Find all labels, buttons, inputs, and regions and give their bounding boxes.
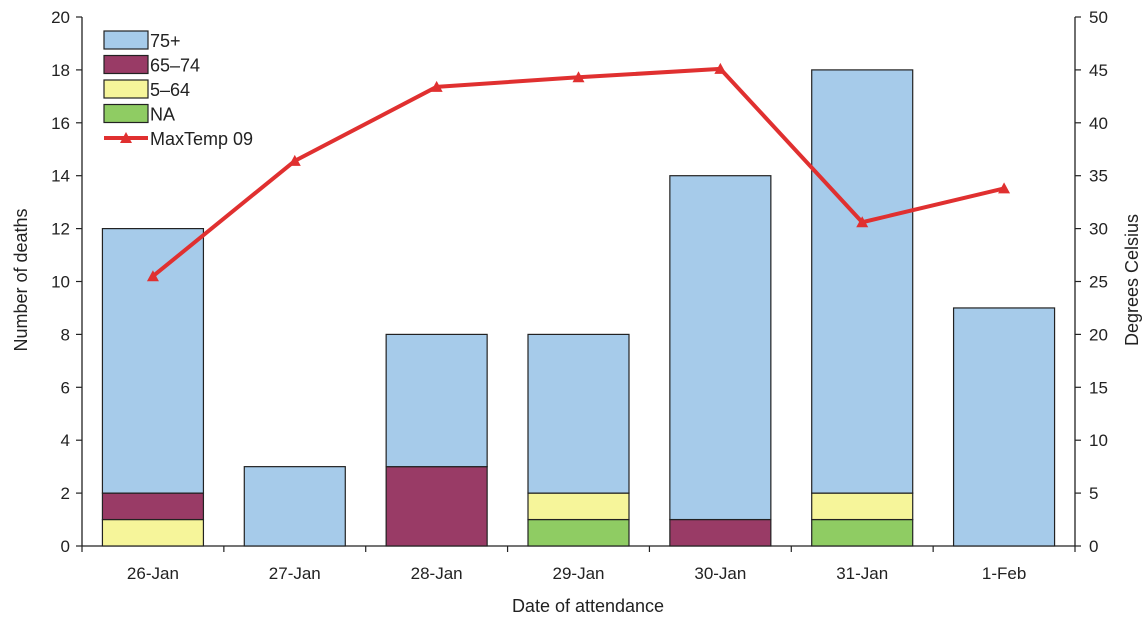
- y-tick-label: 4: [61, 431, 70, 450]
- y2-tick-label: 10: [1089, 431, 1108, 450]
- bar-segment: [101, 492, 205, 521]
- x-tick-label: 27-Jan: [269, 564, 321, 583]
- y2-tick-label: 30: [1089, 220, 1108, 239]
- legend-label: 5–64: [150, 80, 190, 100]
- bar-segment: [385, 333, 488, 468]
- bar-segment: [952, 307, 1056, 547]
- temperature-marker: [288, 154, 301, 166]
- temperature-marker: [856, 216, 869, 228]
- y2-tick-label: 40: [1089, 114, 1108, 133]
- bar-segment: [811, 69, 914, 494]
- y2-tick-label: 15: [1089, 378, 1108, 397]
- y-tick-label: 0: [61, 537, 70, 556]
- x-tick-label: 28-Jan: [411, 564, 463, 583]
- bar-segment: [527, 518, 630, 547]
- y-tick-label: 12: [51, 220, 70, 239]
- bar-segment: [243, 466, 346, 547]
- x-tick-label: 30-Jan: [694, 564, 746, 583]
- x-tick-label: 26-Jan: [127, 564, 179, 583]
- legend-label: NA: [150, 105, 175, 125]
- y2-tick-label: 25: [1089, 273, 1108, 292]
- bar-segment: [669, 175, 772, 521]
- legend-line-marker: [120, 132, 132, 143]
- y2-tick-label: 0: [1089, 537, 1098, 556]
- temperature-marker: [998, 182, 1011, 194]
- bar-segment: [527, 492, 630, 521]
- y-tick-label: 18: [51, 61, 70, 80]
- y2-tick-label: 5: [1089, 484, 1098, 503]
- x-tick-label: 29-Jan: [553, 564, 605, 583]
- y2-tick-label: 50: [1089, 8, 1108, 27]
- x-axis-title: Date of attendance: [512, 596, 664, 616]
- legend-swatch: [103, 30, 149, 50]
- y2-tick-label: 35: [1089, 167, 1108, 186]
- legend-label: 75+: [150, 31, 181, 51]
- bar-segment: [669, 518, 772, 547]
- bar-segment: [385, 466, 488, 547]
- temperature-marker: [714, 62, 727, 74]
- y2-tick-label: 45: [1089, 61, 1108, 80]
- temperature-marker: [146, 270, 159, 282]
- y-tick-label: 8: [61, 325, 70, 344]
- y2-tick-label: 20: [1089, 325, 1108, 344]
- bar-segment: [811, 492, 914, 521]
- x-tick-label: 31-Jan: [836, 564, 888, 583]
- bar-segment: [101, 518, 205, 547]
- bar-segment: [101, 228, 205, 494]
- bar-segment: [527, 333, 630, 494]
- y-tick-label: 14: [51, 167, 70, 186]
- legend-swatch: [103, 79, 149, 99]
- legend-swatch: [103, 54, 149, 75]
- y-tick-label: 2: [61, 484, 70, 503]
- y-tick-label: 20: [51, 8, 70, 27]
- y-tick-label: 10: [51, 273, 70, 292]
- legend-label: MaxTemp 09: [150, 129, 253, 149]
- y-axis-title: Number of deaths: [11, 208, 31, 351]
- temperature-marker: [430, 80, 443, 92]
- x-tick-label: 1-Feb: [982, 564, 1026, 583]
- bar-segment: [811, 518, 914, 547]
- legend-label: 65–74: [150, 56, 200, 76]
- y2-axis-title: Degrees Celsius: [1122, 214, 1142, 346]
- y-tick-label: 16: [51, 114, 70, 133]
- temperature-marker: [572, 71, 585, 83]
- y-tick-label: 6: [61, 378, 70, 397]
- legend-swatch: [103, 103, 149, 124]
